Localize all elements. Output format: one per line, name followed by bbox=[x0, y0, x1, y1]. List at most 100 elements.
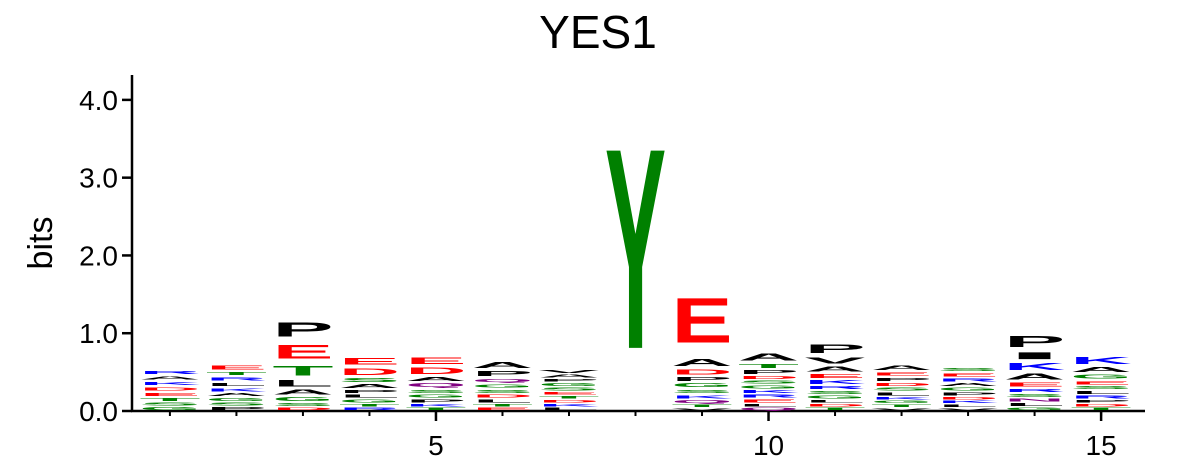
logo-letter: A bbox=[538, 374, 599, 379]
logo-letter: L bbox=[738, 403, 799, 407]
logo-letter: R bbox=[804, 385, 865, 390]
logo-letter: G bbox=[937, 387, 998, 392]
x-tick-label: 15 bbox=[1086, 430, 1117, 461]
logo-letter: E bbox=[538, 392, 599, 396]
logo-letter: A bbox=[804, 365, 865, 373]
logo-letter: L bbox=[1004, 402, 1065, 407]
logo-letter: A bbox=[1071, 366, 1132, 374]
logo-letter: K bbox=[871, 396, 932, 400]
logo-letter: E bbox=[472, 407, 533, 411]
y-axis-label: bits bbox=[22, 217, 60, 270]
logo-letter: V bbox=[871, 408, 932, 411]
logo-letter: R bbox=[139, 370, 200, 375]
logo-letter: R bbox=[339, 407, 400, 411]
logo-letter: K bbox=[1071, 355, 1132, 366]
y-tick-label: 0.0 bbox=[79, 396, 118, 427]
logo-letter: A bbox=[139, 375, 200, 380]
logo-letter: L bbox=[804, 399, 865, 403]
logo-letter: P bbox=[738, 369, 799, 375]
logo-letter: S bbox=[472, 388, 533, 393]
logo-letter: A bbox=[937, 382, 998, 387]
logo-letter: R bbox=[937, 378, 998, 383]
logo-letter: E bbox=[1071, 380, 1132, 385]
logo-letter: L bbox=[871, 392, 932, 397]
logo-letter: T bbox=[671, 404, 732, 408]
logo-letter: D bbox=[871, 382, 932, 387]
logo-letter: R bbox=[206, 376, 267, 381]
logo-letter: G bbox=[1004, 407, 1065, 411]
logo-letter: R bbox=[1004, 388, 1065, 393]
logo-letter: L bbox=[272, 378, 333, 388]
logo-letter: A bbox=[738, 351, 799, 363]
logo-letter: T bbox=[538, 395, 599, 399]
chart-title: YES1 bbox=[539, 6, 657, 58]
logo-letter: G bbox=[139, 406, 200, 411]
logo-letter: K bbox=[538, 403, 599, 407]
logo-letter: P bbox=[871, 377, 932, 382]
logo-letter: K bbox=[1004, 361, 1065, 372]
logo-letter: A bbox=[206, 392, 267, 397]
logo-letter: T bbox=[139, 397, 200, 402]
logo-letter: P bbox=[538, 378, 599, 382]
logo-letter: T bbox=[339, 403, 400, 407]
logo-letter: I bbox=[1004, 350, 1065, 361]
logo-letter: D bbox=[538, 399, 599, 403]
logo-letter: G bbox=[272, 396, 333, 402]
logo-letter: S bbox=[738, 380, 799, 385]
x-tick-label: 10 bbox=[753, 430, 784, 461]
logo-letter: L bbox=[937, 404, 998, 408]
logo-letter: D bbox=[671, 368, 732, 376]
logo-letter: E bbox=[272, 341, 333, 363]
logo-letter: G bbox=[871, 400, 932, 404]
logo-letter: T bbox=[472, 403, 533, 407]
logo-letter: L bbox=[339, 394, 400, 399]
logo-letter: G bbox=[206, 397, 267, 402]
logo-letter: P bbox=[339, 389, 400, 394]
y-tick-label: 3.0 bbox=[79, 163, 118, 194]
y-tick-label: 1.0 bbox=[79, 318, 118, 349]
logo-letter: G bbox=[804, 395, 865, 400]
logo-letter: L bbox=[538, 407, 599, 411]
logo-letter: Y bbox=[605, 89, 666, 410]
logo-letter: S bbox=[871, 387, 932, 392]
y-tick-label: 4.0 bbox=[79, 85, 118, 116]
logo-letter: A bbox=[339, 383, 400, 389]
logo-letter: P bbox=[671, 376, 732, 382]
logo-letter: D bbox=[804, 403, 865, 407]
logo-letter: G bbox=[1071, 374, 1132, 380]
logo-letter: K bbox=[206, 387, 267, 392]
logo-letter: E bbox=[804, 373, 865, 379]
logo-letter: T bbox=[738, 363, 799, 369]
logo-letter: N bbox=[1004, 398, 1065, 403]
logo-letter: S bbox=[1071, 385, 1132, 390]
logo-letter: P bbox=[804, 343, 865, 356]
logo-letter: S bbox=[272, 402, 333, 407]
logo-letter: T bbox=[206, 371, 267, 376]
logo-letter: Q bbox=[405, 382, 466, 388]
logo-letter: D bbox=[937, 396, 998, 400]
logo-letter: E bbox=[206, 364, 267, 370]
logo-letter: G bbox=[738, 385, 799, 390]
logo-letter: D bbox=[339, 367, 400, 377]
logo-letter: E bbox=[937, 372, 998, 377]
logo-letter: V bbox=[804, 356, 865, 365]
logo-letter: G bbox=[339, 399, 400, 404]
logo-letter: P bbox=[1004, 333, 1065, 350]
logo-letter: T bbox=[405, 407, 466, 411]
logo-letter: G bbox=[671, 382, 732, 388]
logo-letter: V bbox=[671, 408, 732, 411]
logo-letter: Q bbox=[738, 407, 799, 411]
logo-letter: L bbox=[1071, 390, 1132, 395]
logo-letter: K bbox=[804, 379, 865, 385]
logo-letter: L bbox=[472, 399, 533, 404]
logo-letter: D bbox=[738, 375, 799, 380]
logo-letter: T bbox=[272, 363, 333, 379]
logo-letter: P bbox=[405, 399, 466, 404]
logo-letter: K bbox=[671, 394, 732, 399]
logo-letter: T bbox=[804, 407, 865, 411]
logo-letter: G bbox=[472, 383, 533, 388]
logo-letter: S bbox=[339, 377, 400, 383]
logo-letter: L bbox=[206, 382, 267, 387]
logo-letter: S bbox=[538, 387, 599, 392]
